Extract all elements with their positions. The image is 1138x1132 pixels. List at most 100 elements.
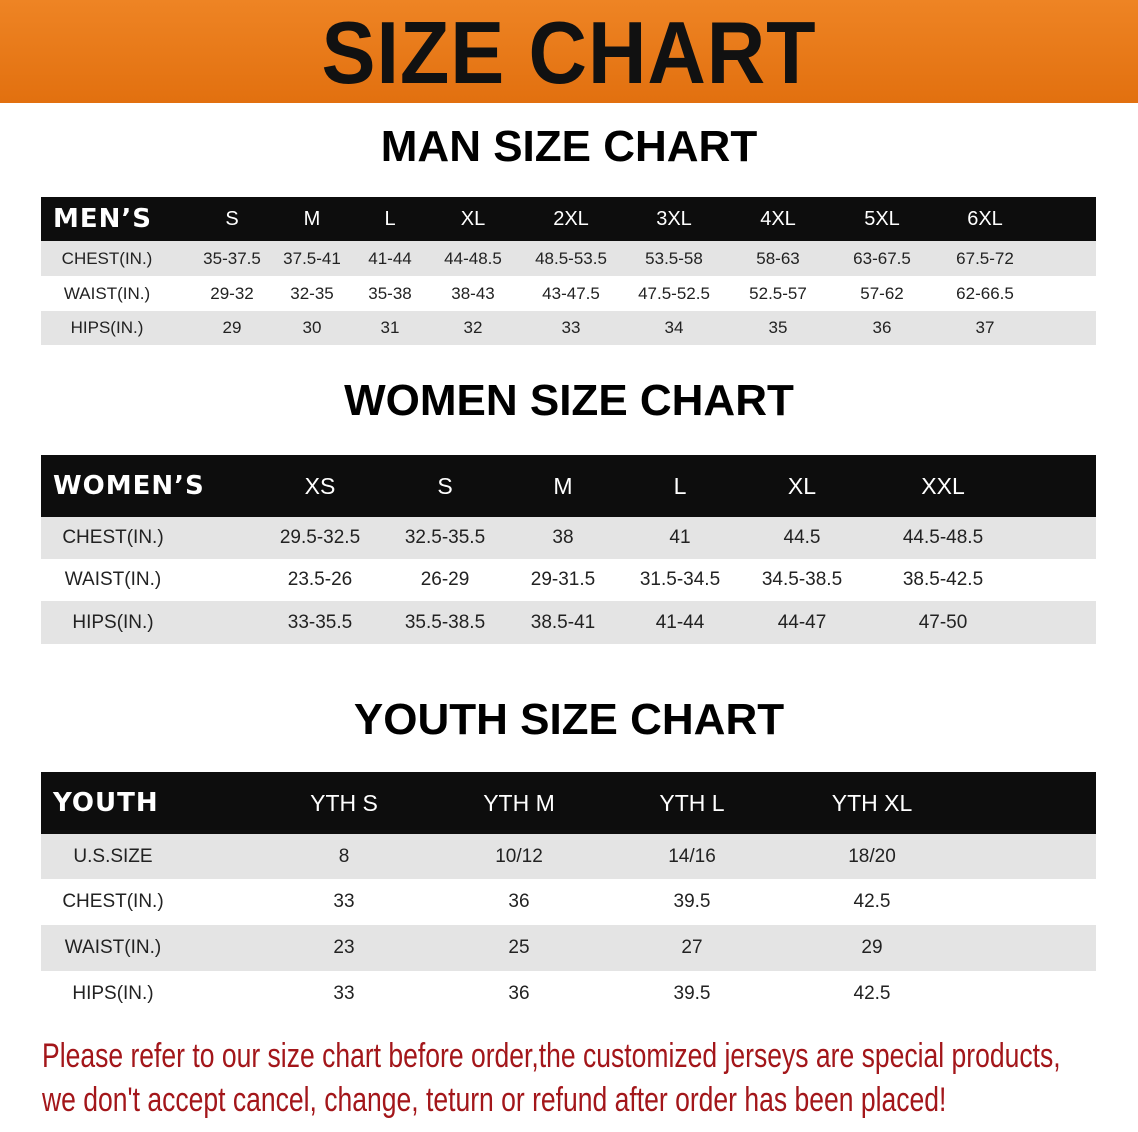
table-cell: 14/16 [668,845,716,867]
row-label: CHEST(IN.) [62,527,164,549]
table-cell: 38.5-41 [530,611,596,633]
row-label: WAIST(IN.) [64,569,162,591]
row-label: HIPS(IN.) [70,318,144,338]
row-label: U.S.SIZE [73,845,153,867]
table-cell: 38 [552,527,574,549]
table-cell: 48.5-53.5 [535,248,607,268]
size-header: YTH L [659,789,725,816]
men-size-table: MEN’S S M L XL 2XL 3XL 4XL 5XL 6XL CHEST(IN.) 35-37… [41,197,1096,345]
table-cell: 33 [333,982,355,1004]
size-header: L [384,207,396,230]
table-row: CHEST(IN.) 35-37.5 37.5-41 41-44 44-48.5 48.5… [41,241,1096,276]
table-row: WAIST(IN.) 23.5-26 26-29 29-31.5 31.5-34.5 34… [41,559,1096,601]
table-cell: 10/12 [495,845,543,867]
men-section-title: MAN SIZE CHART [380,122,758,171]
table-cell: 52.5-57 [749,283,807,303]
table-cell: 62-66.5 [956,283,1014,303]
table-cell: 37.5-41 [283,248,341,268]
table-cell: 35-37.5 [203,248,261,268]
table-cell: 32.5-35.5 [404,527,486,549]
size-header: YTH XL [831,789,913,816]
row-label: HIPS(IN.) [72,982,154,1004]
table-row: WAIST(IN.) 29-32 32-35 35-38 38-43 43-47.5 47.… [41,276,1096,311]
row-label: CHEST(IN.) [62,891,164,913]
table-cell: 41 [669,527,691,549]
size-header: 5XL [864,207,900,230]
table-cell: 35.5-38.5 [404,611,486,633]
size-header: 6XL [967,207,1003,230]
table-header-row: YOUTH YTH S YTH M YTH L YTH XL [41,772,1096,834]
notice-line-1: Please refer to our size chart before or… [42,1037,1061,1075]
size-header: S [225,207,239,230]
table-cell: 53.5-58 [645,248,703,268]
table-cell: 63-67.5 [853,248,911,268]
size-header: S [437,472,453,499]
title-banner: SIZE CHART [0,0,1138,103]
table-cell: 23.5-26 [287,569,353,591]
table-cell: 27 [681,937,703,959]
size-header: XXL [921,472,965,499]
size-header: 3XL [656,207,692,230]
table-cell: 18/20 [848,845,896,867]
table-cell: 29 [861,937,883,959]
table-cell: 23 [333,937,355,959]
table-cell: 29-31.5 [530,569,596,591]
header-label: YOUTH [53,788,159,819]
table-row: U.S.SIZE 8 10/12 14/16 18/20 [41,834,1096,879]
size-header: YTH S [310,789,378,816]
table-cell: 34 [664,318,684,338]
table-header-row: WOMEN’S XS S M L XL XXL [41,455,1096,517]
table-row: CHEST(IN.) 29.5-32.5 32.5-35.5 38 41 44.5 44.5… [41,517,1096,559]
header-label: MEN’S [53,204,152,235]
table-row: HIPS(IN.) 33 36 39.5 42.5 [41,971,1096,1016]
table-cell: 34.5-38.5 [761,569,843,591]
table-cell: 41-44 [368,248,412,268]
table-cell: 35 [768,318,788,338]
row-label: HIPS(IN.) [72,611,154,633]
table-cell: 38.5-42.5 [902,569,984,591]
table-row: WAIST(IN.) 23 25 27 29 [41,925,1096,971]
table-cell: 58-63 [756,248,800,268]
size-header: YTH M [483,789,555,816]
table-cell: 26-29 [420,569,470,591]
row-label: WAIST(IN.) [63,283,151,303]
size-header: XL [460,207,486,230]
row-label: WAIST(IN.) [64,937,162,959]
table-cell: 36 [508,982,530,1004]
notice-line-2: we don't accept cancel, change, teturn o… [42,1081,947,1119]
table-cell: 42.5 [853,891,891,913]
table-cell: 33-35.5 [287,611,353,633]
table-cell: 33 [333,891,355,913]
table-cell: 35-38 [368,283,412,303]
table-cell: 67.5-72 [956,248,1014,268]
table-cell: 29 [222,318,242,338]
size-header: L [673,472,687,499]
table-cell: 44.5 [783,527,821,549]
youth-size-table: YOUTH YTH S YTH M YTH L YTH XL U.S.SIZE 8 10/12… [41,772,1096,1016]
table-cell: 57-62 [860,283,904,303]
table-cell: 33 [561,318,581,338]
table-row: HIPS(IN.) 33-35.5 35.5-38.5 38.5-41 41-44 44-… [41,601,1096,644]
table-row: HIPS(IN.) 29 30 31 32 33 34 35 36 37 [41,311,1096,345]
table-cell: 30 [302,318,322,338]
banner-title: SIZE CHART [321,3,817,102]
table-cell: 29.5-32.5 [279,527,361,549]
size-header: 2XL [553,207,589,230]
row-label: CHEST(IN.) [61,248,153,268]
size-header: M [553,472,573,499]
women-section-title: WOMEN SIZE CHART [344,376,794,425]
table-cell: 42.5 [853,982,891,1004]
table-cell: 44-48.5 [444,248,502,268]
table-cell: 8 [338,845,350,867]
table-cell: 47.5-52.5 [638,283,710,303]
table-cell: 29-32 [210,283,254,303]
women-size-table: WOMEN’S XS S M L XL XXL CHEST(IN.) 29.5-32.5 32.5… [41,455,1096,644]
table-cell: 44-47 [777,611,827,633]
table-cell: 39.5 [673,891,711,913]
table-header-row: MEN’S S M L XL 2XL 3XL 4XL 5XL 6XL [41,197,1096,241]
table-cell: 43-47.5 [542,283,600,303]
table-cell: 39.5 [673,982,711,1004]
table-cell: 36 [872,318,892,338]
size-header: XL [787,472,817,499]
table-cell: 47-50 [918,611,968,633]
